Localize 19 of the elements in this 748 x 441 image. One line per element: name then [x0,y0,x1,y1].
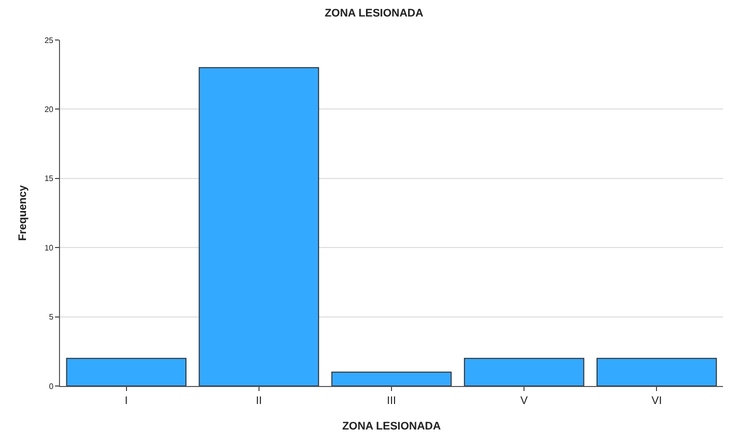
chart-title: ZONA LESIONADA [324,8,424,20]
x-tick-label: II [256,395,262,408]
y-tick-label: 25 [44,36,54,45]
y-tick-label: 5 [48,312,54,322]
x-tick-label: VI [651,395,662,408]
y-tick-label: 15 [44,174,54,184]
y-tick-label: 0 [48,382,54,391]
y-tick-label: 10 [44,243,54,252]
bar [198,67,320,386]
x-tick-label: I [124,395,128,408]
x-tick-label: V [520,395,528,408]
y-tick-label: 20 [44,105,54,114]
bar [464,358,584,386]
x-axis-title: ZONA LESIONADA [342,420,441,432]
bar [331,372,452,386]
y-axis-title: Frequency [17,184,30,241]
x-tick-label: III [386,395,396,408]
bar [66,358,186,386]
bar [596,358,717,386]
